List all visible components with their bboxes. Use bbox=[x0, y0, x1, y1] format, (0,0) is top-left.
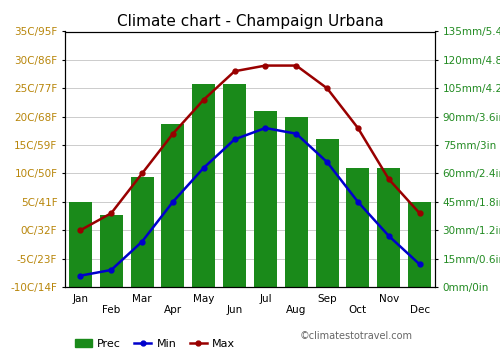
Text: Nov: Nov bbox=[378, 294, 399, 304]
Bar bbox=[377, 168, 400, 287]
Text: Mar: Mar bbox=[132, 294, 152, 304]
Bar bbox=[130, 177, 154, 287]
Bar bbox=[284, 117, 308, 287]
Bar bbox=[254, 111, 277, 287]
Bar bbox=[223, 84, 246, 287]
Bar bbox=[100, 215, 123, 287]
Title: Climate chart - Champaign Urbana: Climate chart - Champaign Urbana bbox=[116, 14, 384, 29]
Bar bbox=[162, 124, 184, 287]
Text: May: May bbox=[193, 294, 214, 304]
Bar bbox=[346, 168, 370, 287]
Text: Feb: Feb bbox=[102, 305, 120, 315]
Text: Aug: Aug bbox=[286, 305, 306, 315]
Bar bbox=[408, 202, 431, 287]
Bar bbox=[69, 202, 92, 287]
Legend: Prec, Min, Max: Prec, Min, Max bbox=[70, 334, 239, 350]
Text: Apr: Apr bbox=[164, 305, 182, 315]
Text: Jan: Jan bbox=[72, 294, 88, 304]
Bar bbox=[316, 139, 338, 287]
Text: Oct: Oct bbox=[349, 305, 367, 315]
Text: Dec: Dec bbox=[410, 305, 430, 315]
Text: Sep: Sep bbox=[318, 294, 337, 304]
Text: Jul: Jul bbox=[259, 294, 272, 304]
Bar bbox=[192, 84, 216, 287]
Text: ©climatestotravel.com: ©climatestotravel.com bbox=[300, 331, 413, 341]
Text: Jun: Jun bbox=[226, 305, 242, 315]
